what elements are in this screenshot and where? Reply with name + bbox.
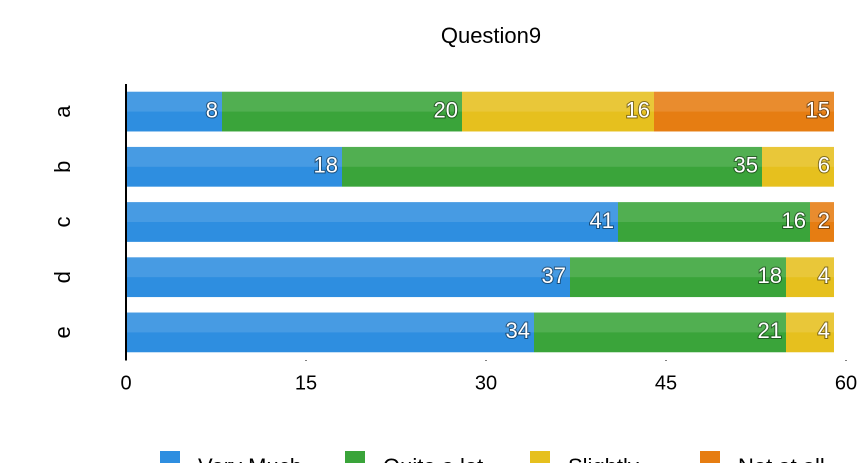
bar-gloss	[462, 91, 654, 112]
value-label: 16	[782, 208, 806, 233]
legend-label: Slightly	[568, 454, 639, 463]
value-label: 4	[818, 318, 830, 343]
bar-segment	[462, 91, 654, 132]
legend-label: Very Much	[198, 454, 302, 463]
bar-segment	[126, 257, 570, 298]
bar-segment	[810, 202, 834, 242]
bar-segment	[126, 91, 222, 132]
legend-swatch	[160, 451, 180, 463]
value-label: 6	[818, 153, 830, 178]
legend-label: Not at all	[738, 454, 825, 463]
legend-swatch	[345, 451, 365, 463]
bar-segment	[126, 312, 534, 353]
value-label: 15	[806, 97, 830, 122]
value-label: 37	[542, 263, 566, 288]
x-tick-label: 0	[120, 372, 131, 394]
x-tick-label: 15	[295, 372, 317, 394]
bar-gloss	[810, 202, 834, 222]
bar-gloss	[126, 202, 618, 222]
bar-gloss	[534, 312, 786, 333]
bar-segment	[762, 146, 834, 187]
legend-swatch	[700, 451, 720, 463]
bar-segment	[534, 312, 786, 353]
bar-segment	[342, 146, 762, 187]
x-tick-label: 45	[655, 372, 677, 394]
legend-label: Quite a lot	[383, 454, 483, 463]
bar-gloss	[786, 312, 834, 333]
bar-gloss	[618, 202, 810, 222]
value-label: 4	[818, 263, 830, 288]
value-label: 34	[506, 318, 530, 343]
legend-swatch	[530, 451, 550, 463]
bar-segment	[222, 91, 462, 132]
bar-gloss	[570, 257, 786, 278]
bar-segment	[570, 257, 786, 298]
value-label: 21	[758, 318, 782, 343]
y-tick-label: e	[50, 326, 75, 338]
value-label: 35	[734, 153, 758, 178]
value-label: 20	[434, 97, 458, 122]
bar-gloss	[762, 146, 834, 167]
chart-title: Question9	[441, 23, 541, 48]
y-tick-label: c	[50, 217, 75, 228]
bar-segment	[126, 202, 618, 242]
bar-gloss	[786, 257, 834, 278]
value-label: 8	[206, 97, 218, 122]
bar-segment	[618, 202, 810, 242]
bar-gloss	[342, 146, 762, 167]
x-tick-label: 30	[475, 372, 497, 394]
y-tick-label: a	[50, 105, 75, 118]
bar-gloss	[126, 146, 342, 167]
bar-segment	[786, 312, 834, 353]
bar-segment	[126, 146, 342, 187]
bar-segment	[654, 91, 834, 132]
bar-gloss	[126, 91, 222, 112]
bar-gloss	[126, 257, 570, 278]
x-tick-label: 60	[835, 372, 857, 394]
y-tick-label: d	[50, 271, 75, 283]
value-label: 2	[818, 208, 830, 233]
value-label: 18	[314, 153, 338, 178]
bar-gloss	[126, 312, 534, 333]
bar-segment	[786, 257, 834, 298]
bar-gloss	[654, 91, 834, 112]
value-label: 16	[626, 97, 650, 122]
y-tick-label: b	[50, 161, 75, 173]
value-label: 18	[758, 263, 782, 288]
value-label: 41	[590, 208, 614, 233]
bar-gloss	[222, 91, 462, 112]
